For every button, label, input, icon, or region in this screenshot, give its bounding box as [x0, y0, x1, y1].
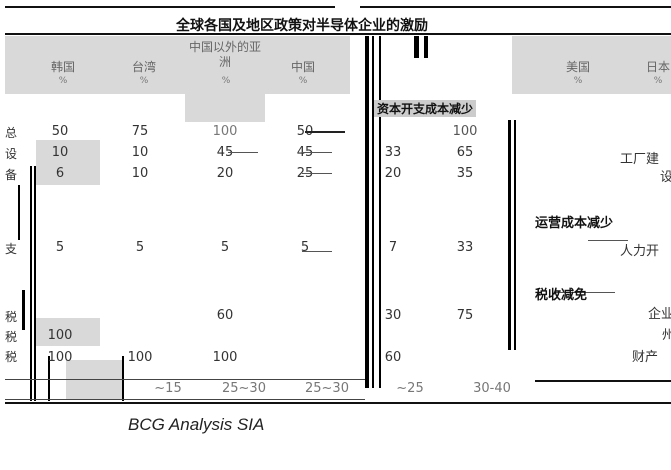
cell-taiwan: 5	[135, 240, 145, 255]
divider-bar	[508, 120, 511, 350]
cell-mid2: 65	[456, 145, 474, 160]
cell-korea: 6	[55, 166, 65, 181]
cell-mid1: 7	[388, 240, 398, 255]
divider-bar	[514, 120, 516, 350]
header-shade	[5, 36, 350, 94]
row-dash	[588, 240, 628, 241]
total-cell: 25~30	[222, 381, 266, 396]
cell-korea: 100	[47, 328, 73, 343]
cell-mid2: 75	[456, 308, 474, 323]
total-cell: 25~30	[305, 381, 349, 396]
row-shade	[185, 94, 265, 122]
row-shade-left	[36, 318, 100, 346]
row-label: 支	[5, 242, 18, 256]
col-unit-usa: %	[573, 76, 583, 86]
header-shade-right	[512, 36, 671, 94]
row-label: 备	[5, 168, 18, 182]
cell-mid2: 33	[456, 240, 474, 255]
row-label: 税	[5, 350, 18, 364]
cell-taiwan: 10	[131, 166, 149, 181]
col-header-china: 中国	[290, 60, 315, 74]
divider-bar	[379, 36, 381, 388]
divider-bar	[22, 290, 25, 330]
cell-korea: 50	[51, 124, 69, 139]
row-dash	[302, 152, 332, 153]
total-cell: ~25	[396, 381, 424, 396]
divider-bar	[48, 356, 50, 401]
right-item: 财产	[632, 350, 659, 365]
source-note: BCG Analysis SIA	[128, 415, 265, 434]
cell-mid2: 100	[452, 124, 478, 139]
header-rule	[5, 33, 671, 35]
col-unit-korea: %	[58, 76, 68, 86]
col-header-china-asia-text: 中国以外的亚洲	[188, 40, 261, 69]
divider-bar	[34, 166, 36, 401]
row-shade-left	[36, 140, 100, 185]
top-rule-right	[360, 6, 671, 8]
top-rule	[5, 6, 335, 8]
divider-bar	[372, 36, 374, 388]
cell-korea: 5	[55, 240, 65, 255]
cell-china-asia: 100	[212, 124, 238, 139]
page-title: 全球各国及地区政策对半导体企业的激励	[176, 18, 428, 34]
cell-taiwan: 10	[131, 145, 149, 160]
row-label: 总	[5, 126, 18, 140]
row-label: 设	[5, 147, 18, 161]
section-tax: 税收减免	[535, 288, 588, 303]
col-unit-china: %	[298, 76, 308, 86]
cell-china-asia: 100	[212, 350, 238, 365]
col-header-taiwan: 台湾	[131, 60, 156, 74]
total-rule	[5, 399, 365, 400]
total-cell: 30-40	[473, 381, 511, 396]
cell-china-asia: 45	[216, 145, 234, 160]
cell-china-asia: 60	[216, 308, 234, 323]
row-label: 税	[5, 310, 18, 324]
cell-taiwan: 75	[131, 124, 149, 139]
row-dash	[302, 251, 332, 252]
cell-china: 50	[296, 124, 314, 139]
divider-bar	[365, 36, 369, 388]
divider-bar	[414, 36, 419, 58]
cell-taiwan: 100	[127, 350, 153, 365]
cell-china-asia: 20	[216, 166, 234, 181]
divider-bar	[122, 356, 124, 401]
row-dash	[305, 131, 345, 133]
cell-mid2: 35	[456, 166, 474, 181]
right-item: 人力开	[620, 244, 660, 259]
total-rule	[5, 379, 365, 380]
row-label: 税	[5, 330, 18, 344]
col-unit-japan: %	[653, 76, 663, 86]
col-header-korea: 韩国	[50, 60, 75, 74]
cell-korea: 10	[51, 145, 69, 160]
cell-china-asia: 5	[220, 240, 230, 255]
cell-mid1: 30	[384, 308, 402, 323]
section-capex: 资本开支成本减少	[374, 100, 477, 117]
bottom-rule-right	[535, 380, 671, 382]
cell-korea: 100	[47, 350, 73, 365]
row-shade-left	[66, 360, 122, 400]
bottom-rule	[5, 402, 671, 404]
right-item: 州	[662, 328, 671, 343]
col-header-china-asia: 中国以外的亚洲	[185, 40, 265, 70]
right-item: 工厂建	[620, 152, 660, 167]
cell-mid1: 20	[384, 166, 402, 181]
total-cell: ~15	[154, 381, 182, 396]
right-item: 设	[660, 170, 671, 185]
row-dash	[228, 152, 258, 153]
cell-china: 5	[300, 240, 310, 255]
col-unit-taiwan: %	[139, 76, 149, 86]
section-opex: 运营成本减少	[535, 216, 614, 231]
cell-mid1: 60	[384, 350, 402, 365]
divider-bar	[30, 166, 32, 401]
row-dash	[302, 173, 332, 174]
col-unit-china-asia: %	[221, 76, 231, 86]
right-item: 企业	[648, 307, 671, 322]
row-dash	[555, 292, 615, 293]
cell-mid1: 33	[384, 145, 402, 160]
divider-bar	[18, 185, 20, 240]
divider-bar	[424, 36, 428, 58]
col-header-japan: 日本	[645, 60, 670, 74]
col-header-usa: 美国	[565, 60, 590, 74]
